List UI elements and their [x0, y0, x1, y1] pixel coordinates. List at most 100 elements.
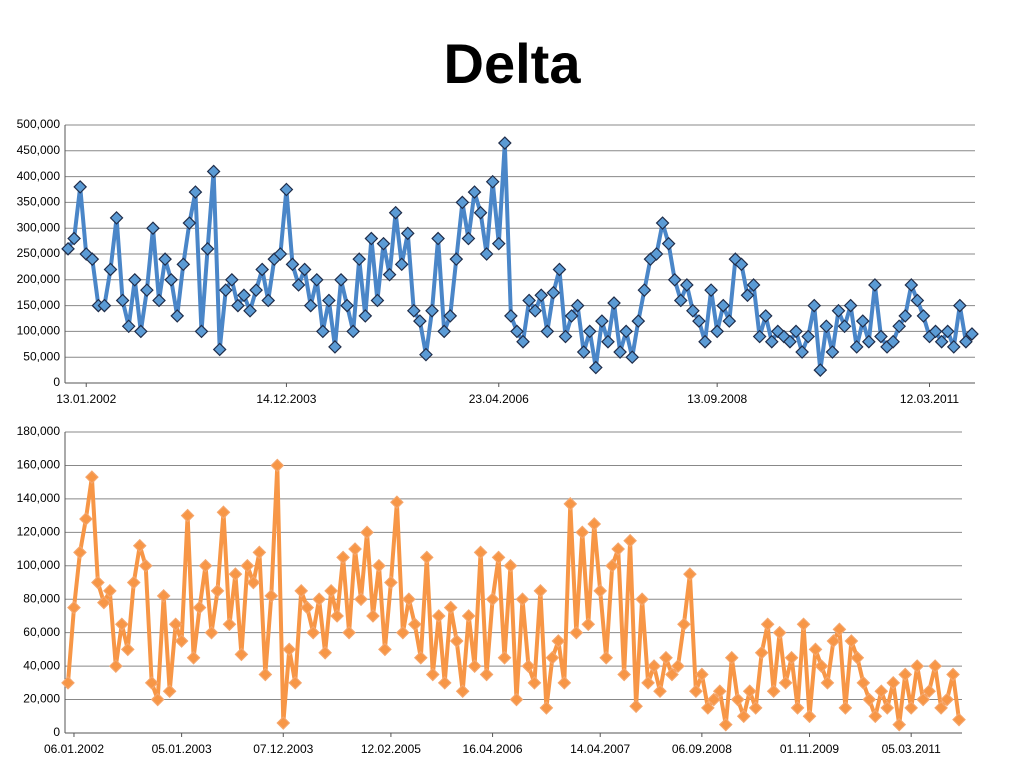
data-point — [115, 293, 130, 308]
data-point — [509, 692, 524, 707]
data-point — [150, 692, 165, 707]
data-point — [318, 645, 332, 660]
data-point — [904, 701, 919, 715]
data-point — [844, 634, 859, 648]
data-point — [734, 257, 749, 272]
y-tick-label: 180,000 — [17, 424, 61, 438]
data-point — [61, 241, 75, 256]
data-point — [679, 278, 694, 292]
data-point — [174, 634, 189, 648]
data-point — [868, 709, 883, 724]
data-point — [965, 327, 979, 341]
data-point — [224, 272, 239, 287]
data-point — [497, 136, 512, 150]
x-tick-label: 13.09.2008 — [687, 392, 747, 406]
y-tick-label: 0 — [53, 375, 60, 389]
data-point — [959, 334, 973, 349]
data-point — [291, 278, 306, 292]
data-point — [886, 675, 901, 690]
x-tick-label: 05.03.2011 — [882, 742, 941, 756]
data-point — [605, 558, 620, 573]
data-point — [623, 533, 637, 548]
data-point — [563, 497, 578, 511]
data-point — [819, 319, 834, 334]
data-point — [234, 647, 249, 662]
data-point — [706, 692, 721, 707]
data-point — [855, 314, 870, 328]
data-point — [783, 334, 797, 349]
y-tick-label: 160,000 — [17, 458, 61, 472]
data-point — [748, 701, 763, 715]
data-point — [551, 634, 566, 648]
data-point — [210, 584, 225, 598]
data-point — [240, 558, 255, 573]
data-point — [246, 575, 261, 590]
data-point — [611, 542, 625, 556]
data-point — [916, 309, 931, 323]
data-point — [742, 684, 757, 699]
data-point — [730, 692, 745, 707]
data-point — [73, 545, 87, 560]
data-point — [764, 334, 779, 349]
x-tick-label: 12.02.2005 — [361, 742, 421, 756]
y-tick-label: 250,000 — [17, 246, 61, 260]
data-point — [874, 684, 889, 699]
data-point — [533, 584, 548, 598]
data-point — [557, 675, 572, 690]
data-point — [595, 314, 609, 328]
data-point — [91, 575, 105, 590]
y-tick-label: 350,000 — [17, 195, 61, 209]
data-point — [655, 216, 670, 230]
data-point — [372, 558, 386, 573]
data-point — [868, 278, 882, 292]
data-point — [303, 298, 318, 313]
data-point — [716, 298, 731, 313]
data-point — [285, 257, 300, 272]
x-tick-label: 06.01.2002 — [44, 742, 104, 756]
data-point — [297, 262, 312, 277]
data-point — [67, 231, 81, 246]
data-point — [431, 231, 445, 246]
data-point — [300, 600, 315, 615]
data-point — [152, 293, 166, 308]
data-point — [200, 241, 215, 256]
data-point — [491, 236, 506, 251]
data-point — [503, 558, 518, 573]
data-point — [330, 609, 344, 623]
data-point — [558, 329, 573, 344]
data-point — [701, 701, 715, 715]
data-point — [940, 692, 954, 707]
y-tick-label: 80,000 — [23, 591, 60, 605]
y-tick-label: 100,000 — [17, 558, 61, 572]
data-point — [382, 267, 397, 282]
data-point — [904, 278, 919, 292]
data-point — [772, 625, 787, 640]
data-point — [898, 309, 913, 323]
data-point — [252, 545, 267, 560]
data-point — [97, 298, 112, 313]
data-point — [198, 558, 213, 573]
series-line — [66, 463, 961, 727]
data-point — [366, 609, 380, 623]
data-point — [485, 592, 500, 607]
data-point — [940, 324, 955, 339]
series-line — [66, 141, 974, 373]
data-point — [85, 470, 99, 484]
data-point — [455, 684, 470, 699]
data-point — [312, 592, 326, 607]
x-tick-label: 13.01.2002 — [56, 392, 116, 406]
data-point — [158, 252, 172, 267]
data-point — [704, 283, 718, 297]
data-point — [910, 659, 924, 673]
data-point — [212, 342, 227, 357]
data-point — [144, 675, 159, 690]
data-point — [581, 617, 596, 632]
data-point — [133, 324, 148, 339]
data-point — [222, 617, 237, 632]
data-point — [182, 216, 197, 230]
data-point — [910, 293, 925, 308]
data-point — [569, 625, 584, 640]
data-point — [282, 642, 297, 657]
data-point — [534, 288, 549, 303]
data-point — [419, 347, 433, 362]
